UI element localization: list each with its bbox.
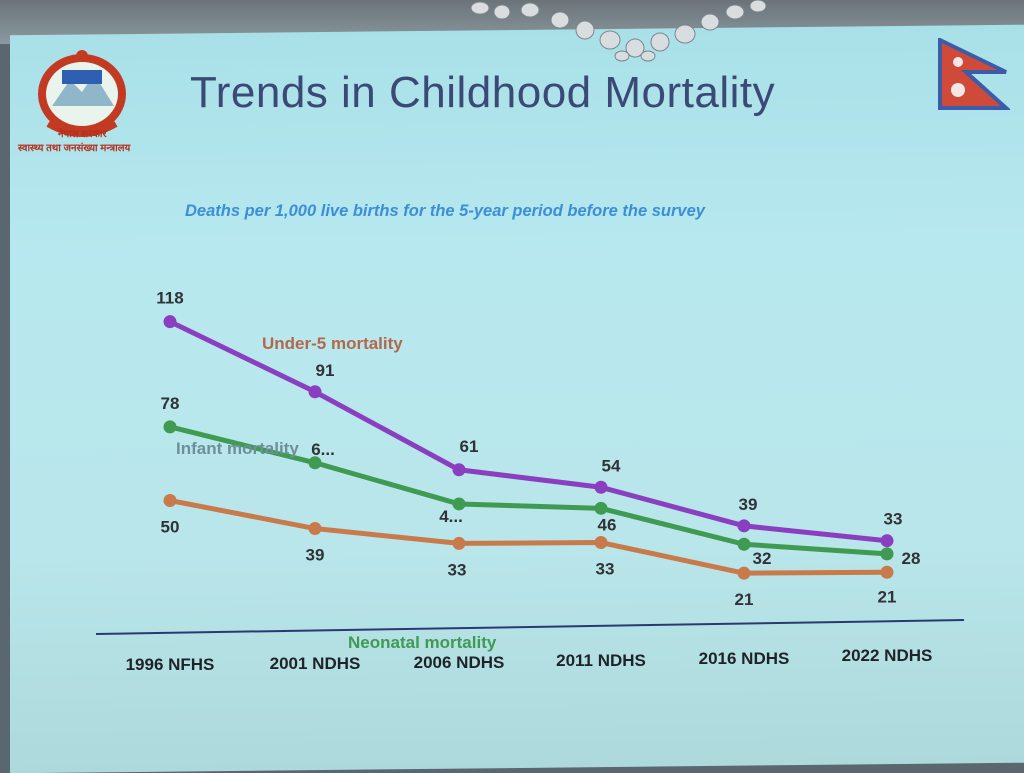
data-label-1-4: 32 bbox=[753, 549, 772, 568]
slide-title: Trends in Childhood Mortality bbox=[190, 68, 776, 117]
x-tick-label-0: 1996 NFHS bbox=[126, 655, 215, 674]
data-point-0-3 bbox=[594, 480, 608, 494]
series-line-2 bbox=[169, 498, 888, 576]
x-tick-label-1: 2001 NDHS bbox=[270, 654, 361, 673]
data-label-0-5: 33 bbox=[884, 510, 903, 529]
data-label-2-1: 39 bbox=[306, 546, 325, 565]
data-point-1-2 bbox=[452, 497, 466, 511]
data-point-0-5 bbox=[880, 534, 894, 548]
data-point-2-3 bbox=[594, 536, 608, 550]
x-tick-label-3: 2011 NDHS bbox=[556, 651, 646, 670]
data-label-2-5: 21 bbox=[878, 587, 897, 606]
data-label-2-0: 50 bbox=[161, 518, 180, 537]
chandelier-decoration bbox=[470, 0, 767, 62]
data-label-2-3: 33 bbox=[596, 560, 615, 579]
data-point-2-5 bbox=[880, 565, 894, 579]
emblem-caption-line2: स्वास्थ्य तथा जनसंख्या मन्त्रालय bbox=[18, 143, 131, 154]
x-axis-line bbox=[95, 619, 965, 635]
data-point-1-3 bbox=[594, 501, 608, 515]
data-label-1-1: 6... bbox=[311, 440, 335, 459]
nepal-government-emblem bbox=[38, 50, 126, 137]
data-point-0-1 bbox=[308, 385, 322, 399]
series-name-1: Infant mortality bbox=[176, 439, 299, 458]
series-line-0 bbox=[168, 319, 888, 544]
series-name-2: Neonatal mortality bbox=[348, 633, 497, 652]
data-point-1-1 bbox=[308, 456, 322, 470]
data-point-2-4 bbox=[737, 566, 751, 580]
data-point-0-2 bbox=[452, 463, 466, 477]
data-label-2-2: 33 bbox=[448, 560, 467, 579]
data-label-0-0: 118 bbox=[156, 289, 183, 308]
data-point-2-2 bbox=[452, 536, 466, 550]
nepal-flag bbox=[938, 38, 1010, 110]
series-line-1 bbox=[169, 424, 888, 557]
data-point-0-0 bbox=[163, 315, 177, 329]
data-point-0-4 bbox=[737, 519, 751, 533]
data-label-1-2: 4... bbox=[439, 507, 463, 526]
data-label-2-4: 21 bbox=[735, 590, 754, 609]
series-name-0: Under-5 mortality bbox=[262, 334, 403, 353]
data-point-1-4 bbox=[737, 537, 751, 551]
data-point-2-1 bbox=[308, 522, 322, 536]
x-tick-label-4: 2016 NDHS bbox=[699, 649, 790, 668]
data-label-0-4: 39 bbox=[739, 495, 758, 514]
data-label-1-3: 46 bbox=[598, 515, 617, 534]
x-tick-label-2: 2006 NDHS bbox=[414, 653, 505, 672]
data-point-1-0 bbox=[163, 420, 177, 434]
data-label-0-1: 91 bbox=[316, 361, 335, 380]
data-label-1-5: 28 bbox=[902, 549, 921, 568]
data-point-2-0 bbox=[163, 494, 177, 507]
data-point-1-5 bbox=[880, 547, 894, 561]
data-label-0-2: 61 bbox=[460, 437, 479, 456]
emblem-caption-line1: नेपाल सरकार bbox=[58, 129, 107, 140]
x-tick-label-5: 2022 NDHS bbox=[842, 646, 933, 665]
data-label-0-3: 54 bbox=[602, 456, 621, 475]
data-label-1-0: 78 bbox=[161, 394, 180, 413]
chart-subtitle: Deaths per 1,000 live births for the 5-y… bbox=[185, 202, 705, 220]
